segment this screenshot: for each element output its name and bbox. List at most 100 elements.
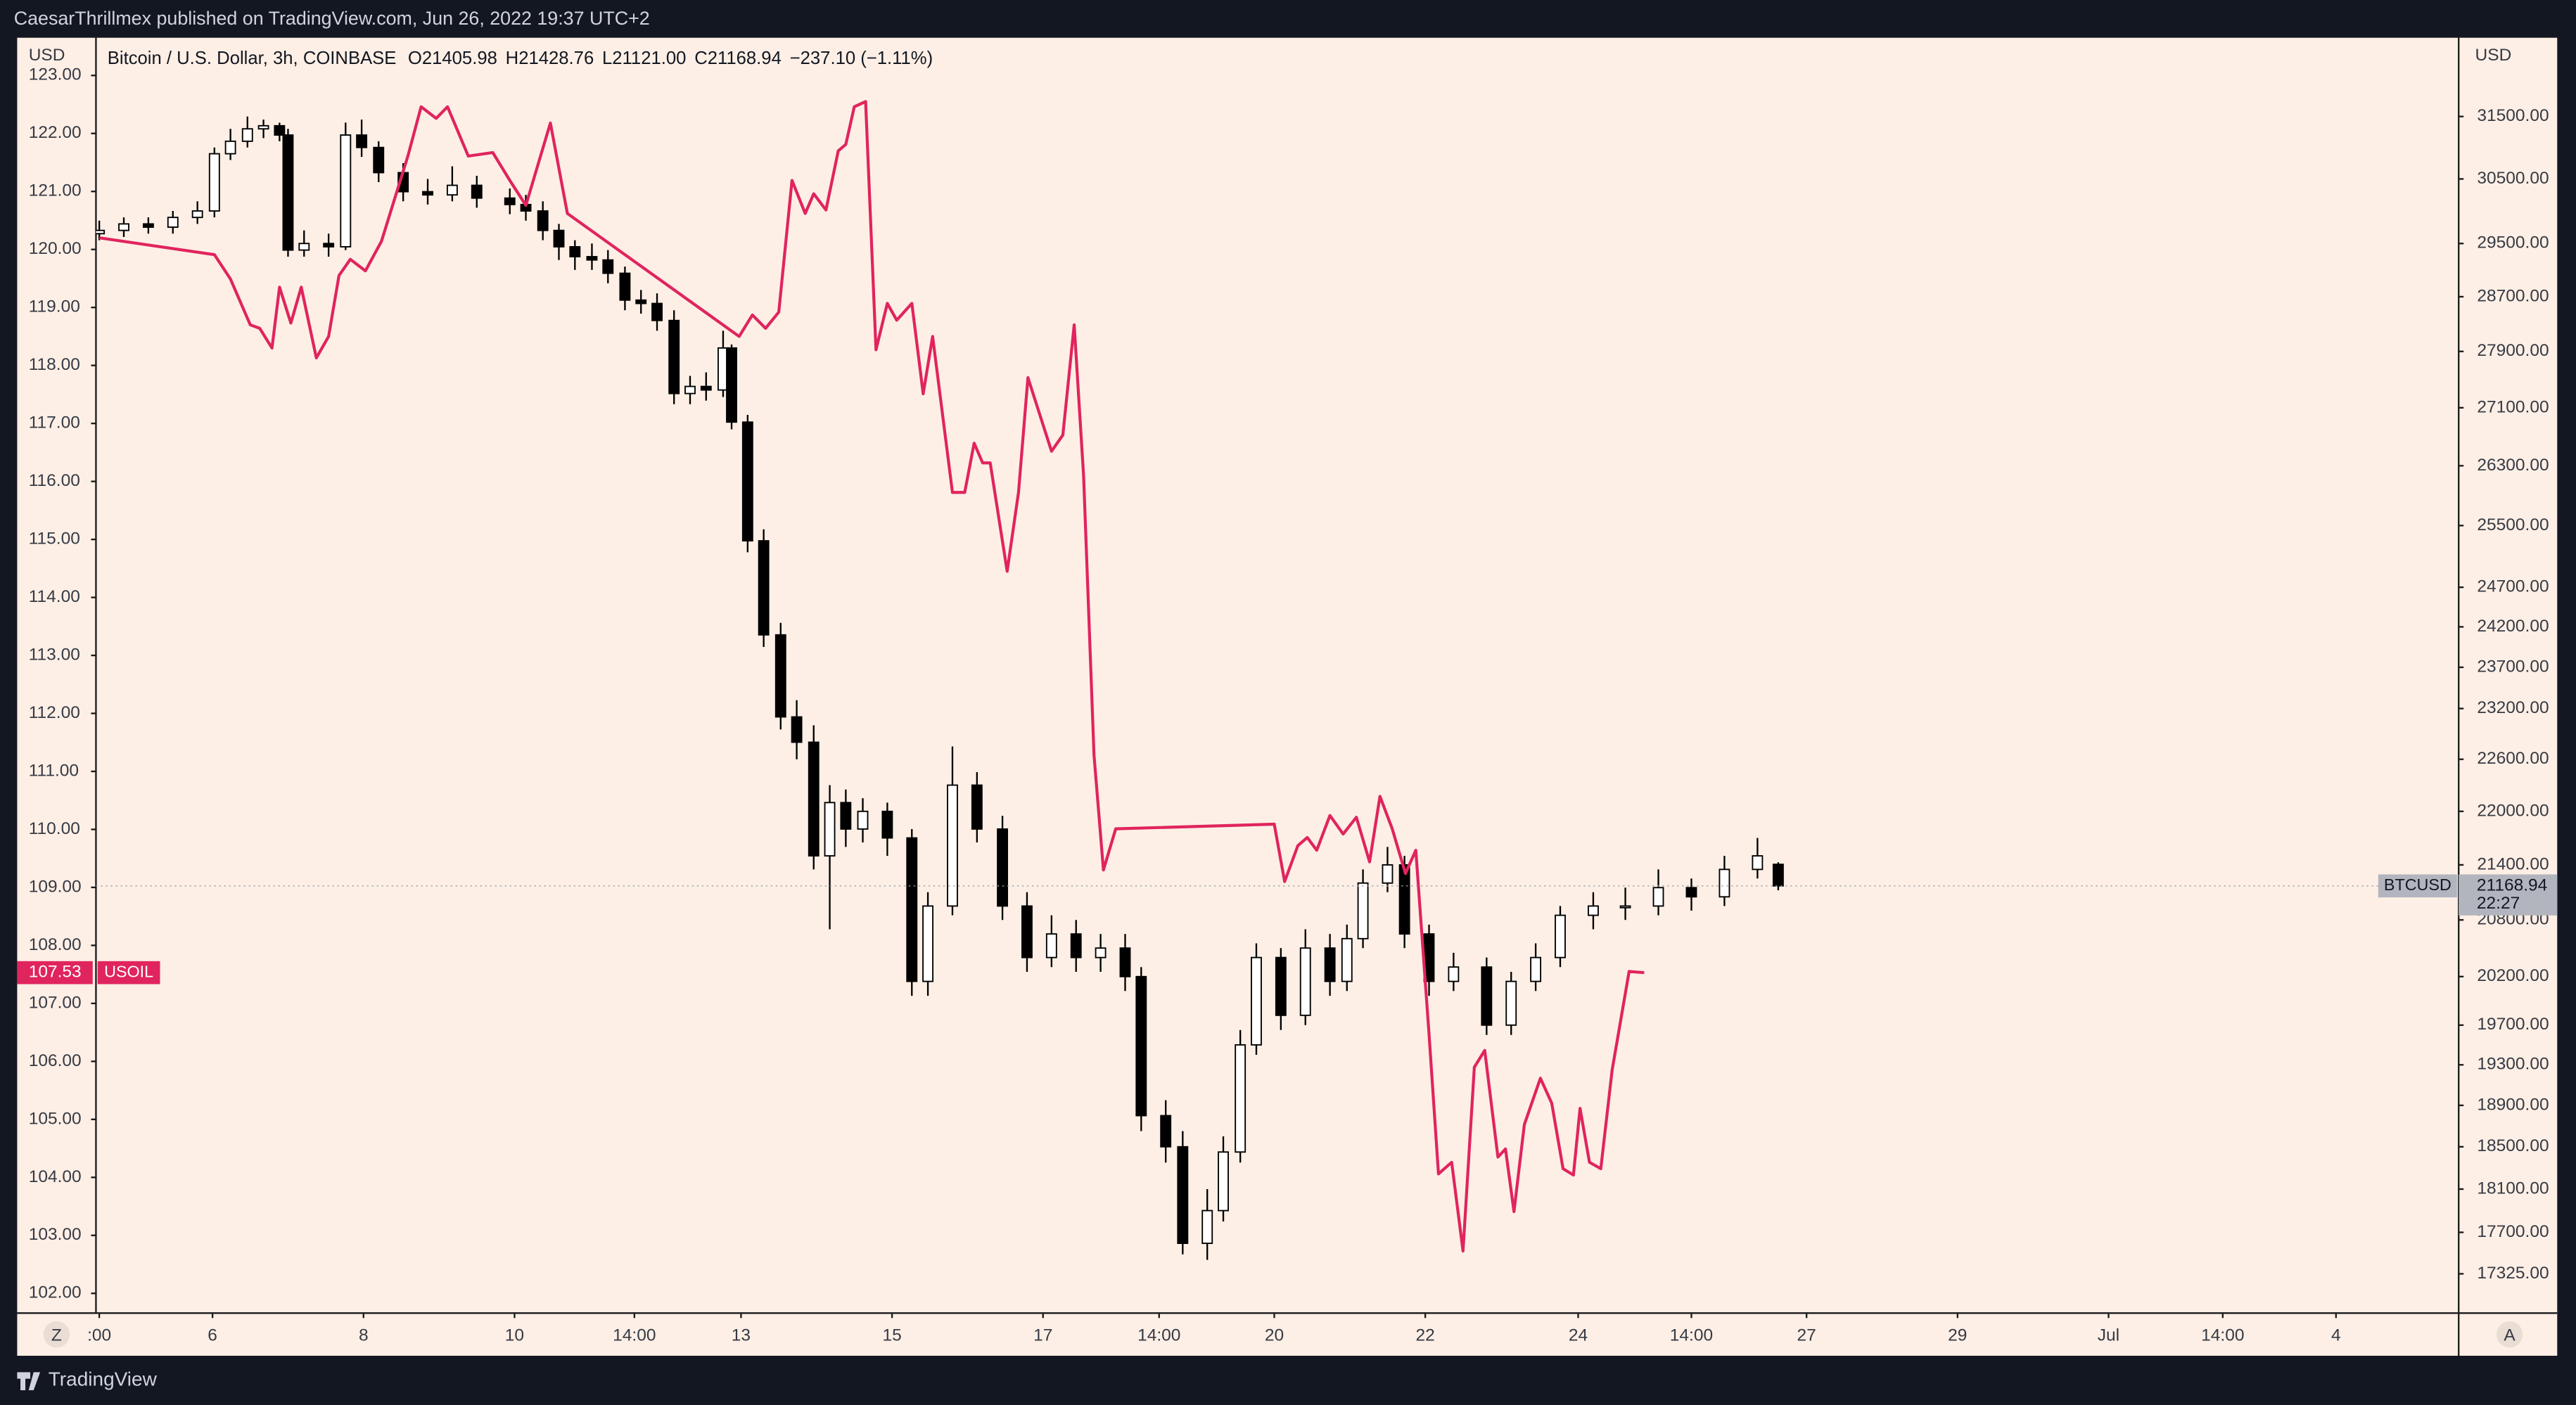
x-tick-label: 14:00 bbox=[1137, 1326, 1180, 1345]
y-tick-label: 104.00 bbox=[29, 1167, 82, 1186]
candle-body bbox=[553, 229, 565, 248]
button-a[interactable] bbox=[2496, 1321, 2523, 1348]
symbol-tag bbox=[2378, 874, 2457, 898]
button-a-label[interactable]: A bbox=[2504, 1326, 2516, 1345]
x-tick-label: 13 bbox=[732, 1326, 751, 1345]
y2-tick-label: 26300.00 bbox=[2477, 456, 2549, 475]
x-tick-label: 17 bbox=[1033, 1326, 1052, 1345]
ohlc-open: O21405.98 bbox=[408, 49, 497, 68]
y2-tick-label: 17325.00 bbox=[2477, 1264, 2549, 1283]
y-tick-label: 102.00 bbox=[29, 1283, 82, 1302]
candle-body bbox=[274, 124, 286, 136]
candle-body bbox=[241, 128, 253, 142]
y-tick-label: 115.00 bbox=[29, 530, 80, 548]
candle-body bbox=[1398, 864, 1410, 935]
x-tick-label: 8 bbox=[359, 1326, 369, 1345]
candle-body bbox=[1481, 966, 1493, 1026]
y-tick-label: 105.00 bbox=[29, 1109, 82, 1128]
y-tick-label: 103.00 bbox=[29, 1225, 82, 1244]
candle-body bbox=[922, 905, 934, 982]
ohlc-close: C21168.94 bbox=[694, 49, 782, 68]
series-line bbox=[98, 100, 1645, 1253]
y2-tick-label: 30500.00 bbox=[2477, 169, 2549, 188]
candle-body bbox=[1324, 947, 1336, 982]
candle-body bbox=[340, 134, 352, 248]
candle-body bbox=[1021, 905, 1033, 958]
candle-body bbox=[373, 146, 385, 174]
y-tick-label: 123.00 bbox=[29, 65, 82, 84]
candle-body bbox=[504, 197, 516, 205]
y-tick-label: 118.00 bbox=[29, 355, 80, 374]
ohlc-high: H21428.76 bbox=[506, 49, 594, 68]
candle-body bbox=[1652, 887, 1664, 907]
y-tick-label: 121.00 bbox=[29, 181, 82, 200]
y-tick-label: 114.00 bbox=[29, 587, 80, 606]
x-tick-label: 6 bbox=[208, 1326, 217, 1345]
x-tick-label: :00 bbox=[87, 1326, 111, 1345]
candle-body bbox=[651, 302, 663, 321]
candle-body bbox=[881, 810, 893, 839]
candle-body bbox=[1177, 1146, 1189, 1245]
candle-body bbox=[356, 134, 368, 148]
y-tick-label: 109.00 bbox=[29, 877, 82, 896]
candle-body bbox=[282, 134, 294, 251]
y2-tick-label: 21400.00 bbox=[2477, 854, 2549, 873]
y2-tick-label: 31500.00 bbox=[2477, 106, 2549, 125]
candle-body bbox=[257, 124, 269, 130]
candle-body bbox=[1685, 887, 1697, 898]
series-name-tag-label: USOIL bbox=[104, 962, 153, 980]
candle-body bbox=[1119, 947, 1131, 977]
y2-tick-label: 18100.00 bbox=[2477, 1179, 2549, 1198]
button-z-label[interactable]: Z bbox=[51, 1326, 62, 1345]
candle-body bbox=[774, 634, 786, 718]
x-tick-label: 14:00 bbox=[613, 1326, 656, 1345]
candle-body bbox=[1201, 1210, 1213, 1245]
ohlc-low: L21121.00 bbox=[602, 49, 686, 68]
logo bbox=[17, 1372, 41, 1390]
y2-tick-label: 22600.00 bbox=[2477, 749, 2549, 768]
candle-body bbox=[1772, 864, 1784, 887]
candle-body bbox=[1095, 947, 1107, 958]
y2-tick-label: 29500.00 bbox=[2477, 233, 2549, 252]
y2-tick-label: 18500.00 bbox=[2477, 1136, 2549, 1155]
candle-body bbox=[142, 223, 154, 228]
y2-tick-label: 24700.00 bbox=[2477, 577, 2549, 596]
candle-body bbox=[824, 802, 836, 857]
candle-body bbox=[1251, 956, 1262, 1046]
candle-body bbox=[1070, 933, 1082, 958]
candle-body bbox=[96, 229, 106, 235]
candle-body bbox=[1555, 914, 1566, 958]
x-tick-label: 14:00 bbox=[1670, 1326, 1713, 1345]
candle-body bbox=[840, 802, 852, 830]
candle-body bbox=[1299, 947, 1311, 1016]
candle-body bbox=[298, 243, 310, 251]
y-tick-label: 119.00 bbox=[29, 297, 80, 316]
x-tick-label: 10 bbox=[505, 1326, 524, 1345]
candle-body bbox=[118, 223, 129, 231]
button-z[interactable] bbox=[43, 1321, 70, 1348]
y2-tick-label: 23200.00 bbox=[2477, 698, 2549, 717]
price-tag-label: 21168.94 bbox=[2477, 875, 2547, 894]
candle-body bbox=[997, 828, 1009, 907]
y-tick-label: 111.00 bbox=[29, 761, 79, 780]
y-tick-label: 117.00 bbox=[29, 413, 80, 432]
price-tag bbox=[2459, 874, 2558, 916]
x-tick-label: 27 bbox=[1797, 1326, 1816, 1345]
candle-body bbox=[791, 716, 803, 743]
brand: TradingView bbox=[49, 1368, 158, 1390]
candle-body bbox=[1218, 1151, 1229, 1212]
candle-body bbox=[1719, 868, 1730, 898]
candle-body bbox=[741, 421, 753, 541]
y2-tick-label: 22000.00 bbox=[2477, 801, 2549, 820]
candle-body bbox=[1588, 905, 1599, 916]
candle-body bbox=[1135, 975, 1147, 1117]
y-tick-label: 108.00 bbox=[29, 935, 82, 954]
candle-body bbox=[619, 272, 631, 301]
series-price-tag-label: 107.53 bbox=[29, 963, 82, 982]
candle-body bbox=[1382, 864, 1394, 884]
x-tick-label: 29 bbox=[1948, 1326, 1967, 1345]
ohlc-change: −237.10 (−1.11%) bbox=[790, 49, 933, 68]
y-tick-label: 116.00 bbox=[29, 471, 80, 490]
